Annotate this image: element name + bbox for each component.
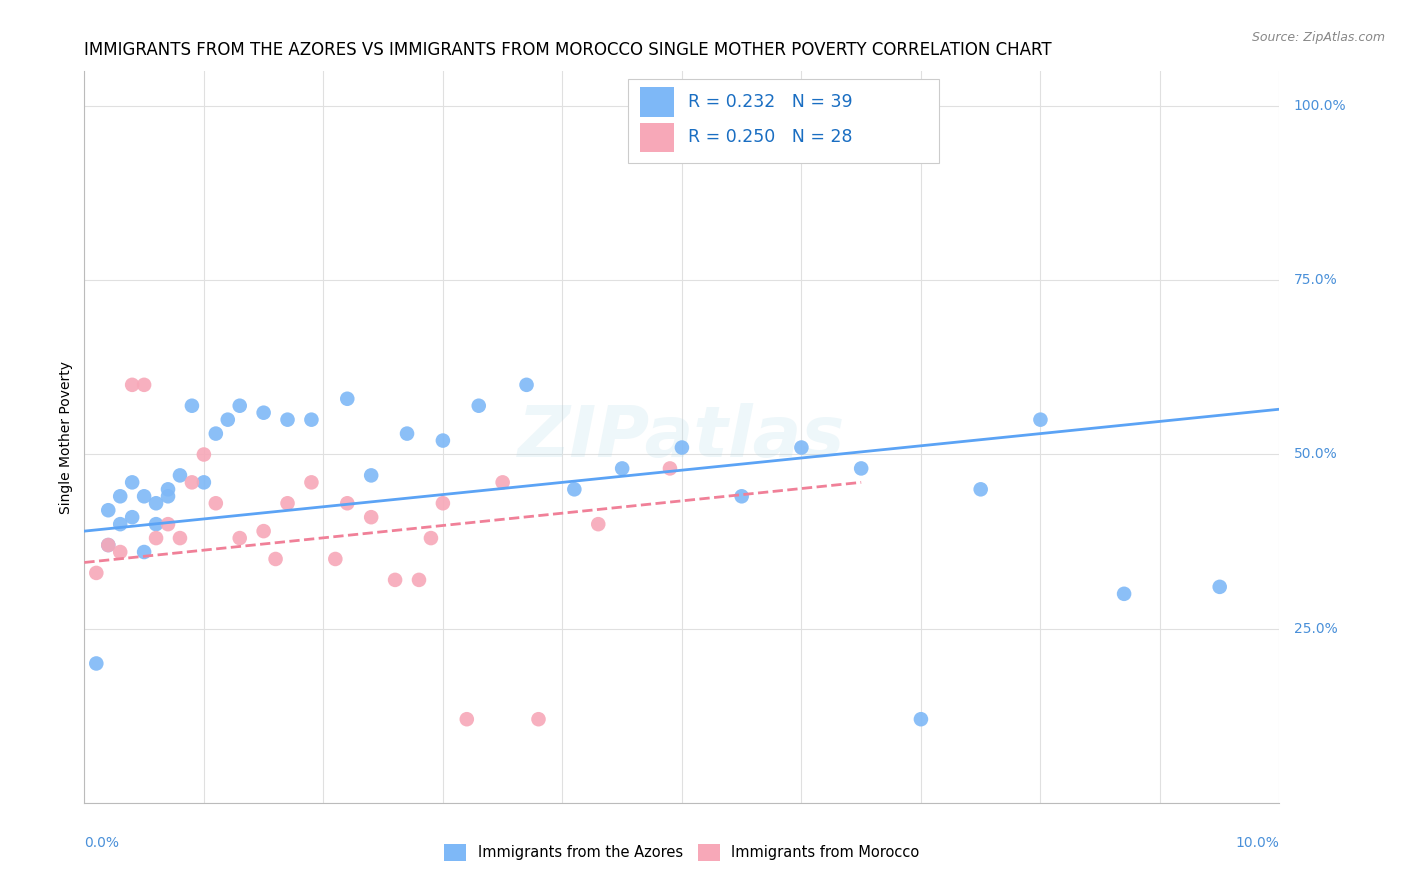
Point [970,483,993,497]
Point [408,573,430,587]
Point [157,489,180,503]
Title: IMMIGRANTS FROM THE AZORES VS IMMIGRANTS FROM MOROCCO SINGLE MOTHER POVERTY CORR: IMMIGRANTS FROM THE AZORES VS IMMIGRANTS… [84,41,1052,59]
Point [1209,580,1232,594]
Point [181,475,204,490]
Point [564,483,586,497]
Point [360,510,382,524]
Point [612,461,634,475]
Point [97,503,120,517]
Point [659,461,682,475]
Point [1029,412,1052,426]
Point [110,489,132,503]
Point [851,461,873,475]
Point [205,496,228,510]
Point [228,531,252,545]
FancyBboxPatch shape [628,78,939,163]
Point [420,531,443,545]
Text: 25.0%: 25.0% [1294,622,1337,636]
Point [790,441,813,455]
Point [384,573,406,587]
Point [396,426,419,441]
Text: 75.0%: 75.0% [1294,273,1337,287]
Point [301,475,323,490]
Point [277,412,299,426]
Text: R = 0.232   N = 39: R = 0.232 N = 39 [688,93,852,112]
Point [671,441,693,455]
Point [325,552,347,566]
Point [97,538,120,552]
Point [360,468,382,483]
Point [253,406,276,420]
Point [516,377,538,392]
Text: 50.0%: 50.0% [1294,448,1337,461]
Point [264,552,287,566]
Point [910,712,932,726]
Text: 0.0%: 0.0% [84,836,120,850]
Point [132,377,156,392]
Point [217,412,239,426]
Legend: Immigrants from the Azores, Immigrants from Morocco: Immigrants from the Azores, Immigrants f… [444,844,920,862]
Point [181,399,204,413]
Point [336,392,359,406]
Point [228,399,252,413]
Point [132,489,156,503]
Point [1114,587,1136,601]
Point [169,531,191,545]
Point [157,483,180,497]
Point [110,545,132,559]
Point [336,496,359,510]
Text: 100.0%: 100.0% [1294,99,1347,113]
Text: R = 0.250   N = 28: R = 0.250 N = 28 [688,128,852,146]
Point [121,510,143,524]
Point [277,496,299,510]
Point [432,434,454,448]
Point [121,475,143,490]
Point [97,538,120,552]
Point [731,489,754,503]
Point [205,426,228,441]
Point [86,566,108,580]
Point [145,496,167,510]
Point [527,712,550,726]
Text: ZIPatlas: ZIPatlas [519,402,845,472]
Point [110,517,132,532]
Point [132,545,156,559]
Y-axis label: Single Mother Poverty: Single Mother Poverty [59,360,73,514]
Bar [640,87,673,117]
Point [145,531,167,545]
Point [193,475,215,490]
Text: 10.0%: 10.0% [1236,836,1279,850]
Point [253,524,276,538]
Bar [640,122,673,152]
Point [169,468,191,483]
Text: Source: ZipAtlas.com: Source: ZipAtlas.com [1251,31,1385,45]
Point [492,475,515,490]
Point [468,399,491,413]
Point [145,517,167,532]
Point [588,517,610,532]
Point [86,657,108,671]
Point [121,377,143,392]
Point [193,448,215,462]
Point [456,712,478,726]
Point [432,496,454,510]
Point [301,412,323,426]
Point [157,517,180,532]
